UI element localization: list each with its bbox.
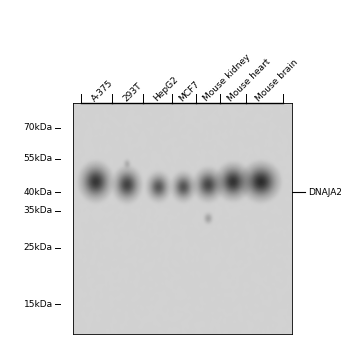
Text: 70kDa: 70kDa xyxy=(24,123,53,132)
Text: 55kDa: 55kDa xyxy=(24,154,53,163)
Text: Mouse brain: Mouse brain xyxy=(254,58,300,103)
Text: Mouse heart: Mouse heart xyxy=(226,57,272,103)
Text: A-375: A-375 xyxy=(90,78,115,103)
Text: 25kDa: 25kDa xyxy=(24,243,53,252)
Text: 293T: 293T xyxy=(121,81,143,103)
Text: DNAJA2: DNAJA2 xyxy=(308,188,341,197)
Text: 35kDa: 35kDa xyxy=(24,206,53,215)
Text: HepG2: HepG2 xyxy=(152,75,180,103)
Text: 40kDa: 40kDa xyxy=(24,188,53,197)
Text: Mouse kidney: Mouse kidney xyxy=(202,53,252,103)
Text: 15kDa: 15kDa xyxy=(24,300,53,309)
Text: MCF7: MCF7 xyxy=(177,79,201,103)
